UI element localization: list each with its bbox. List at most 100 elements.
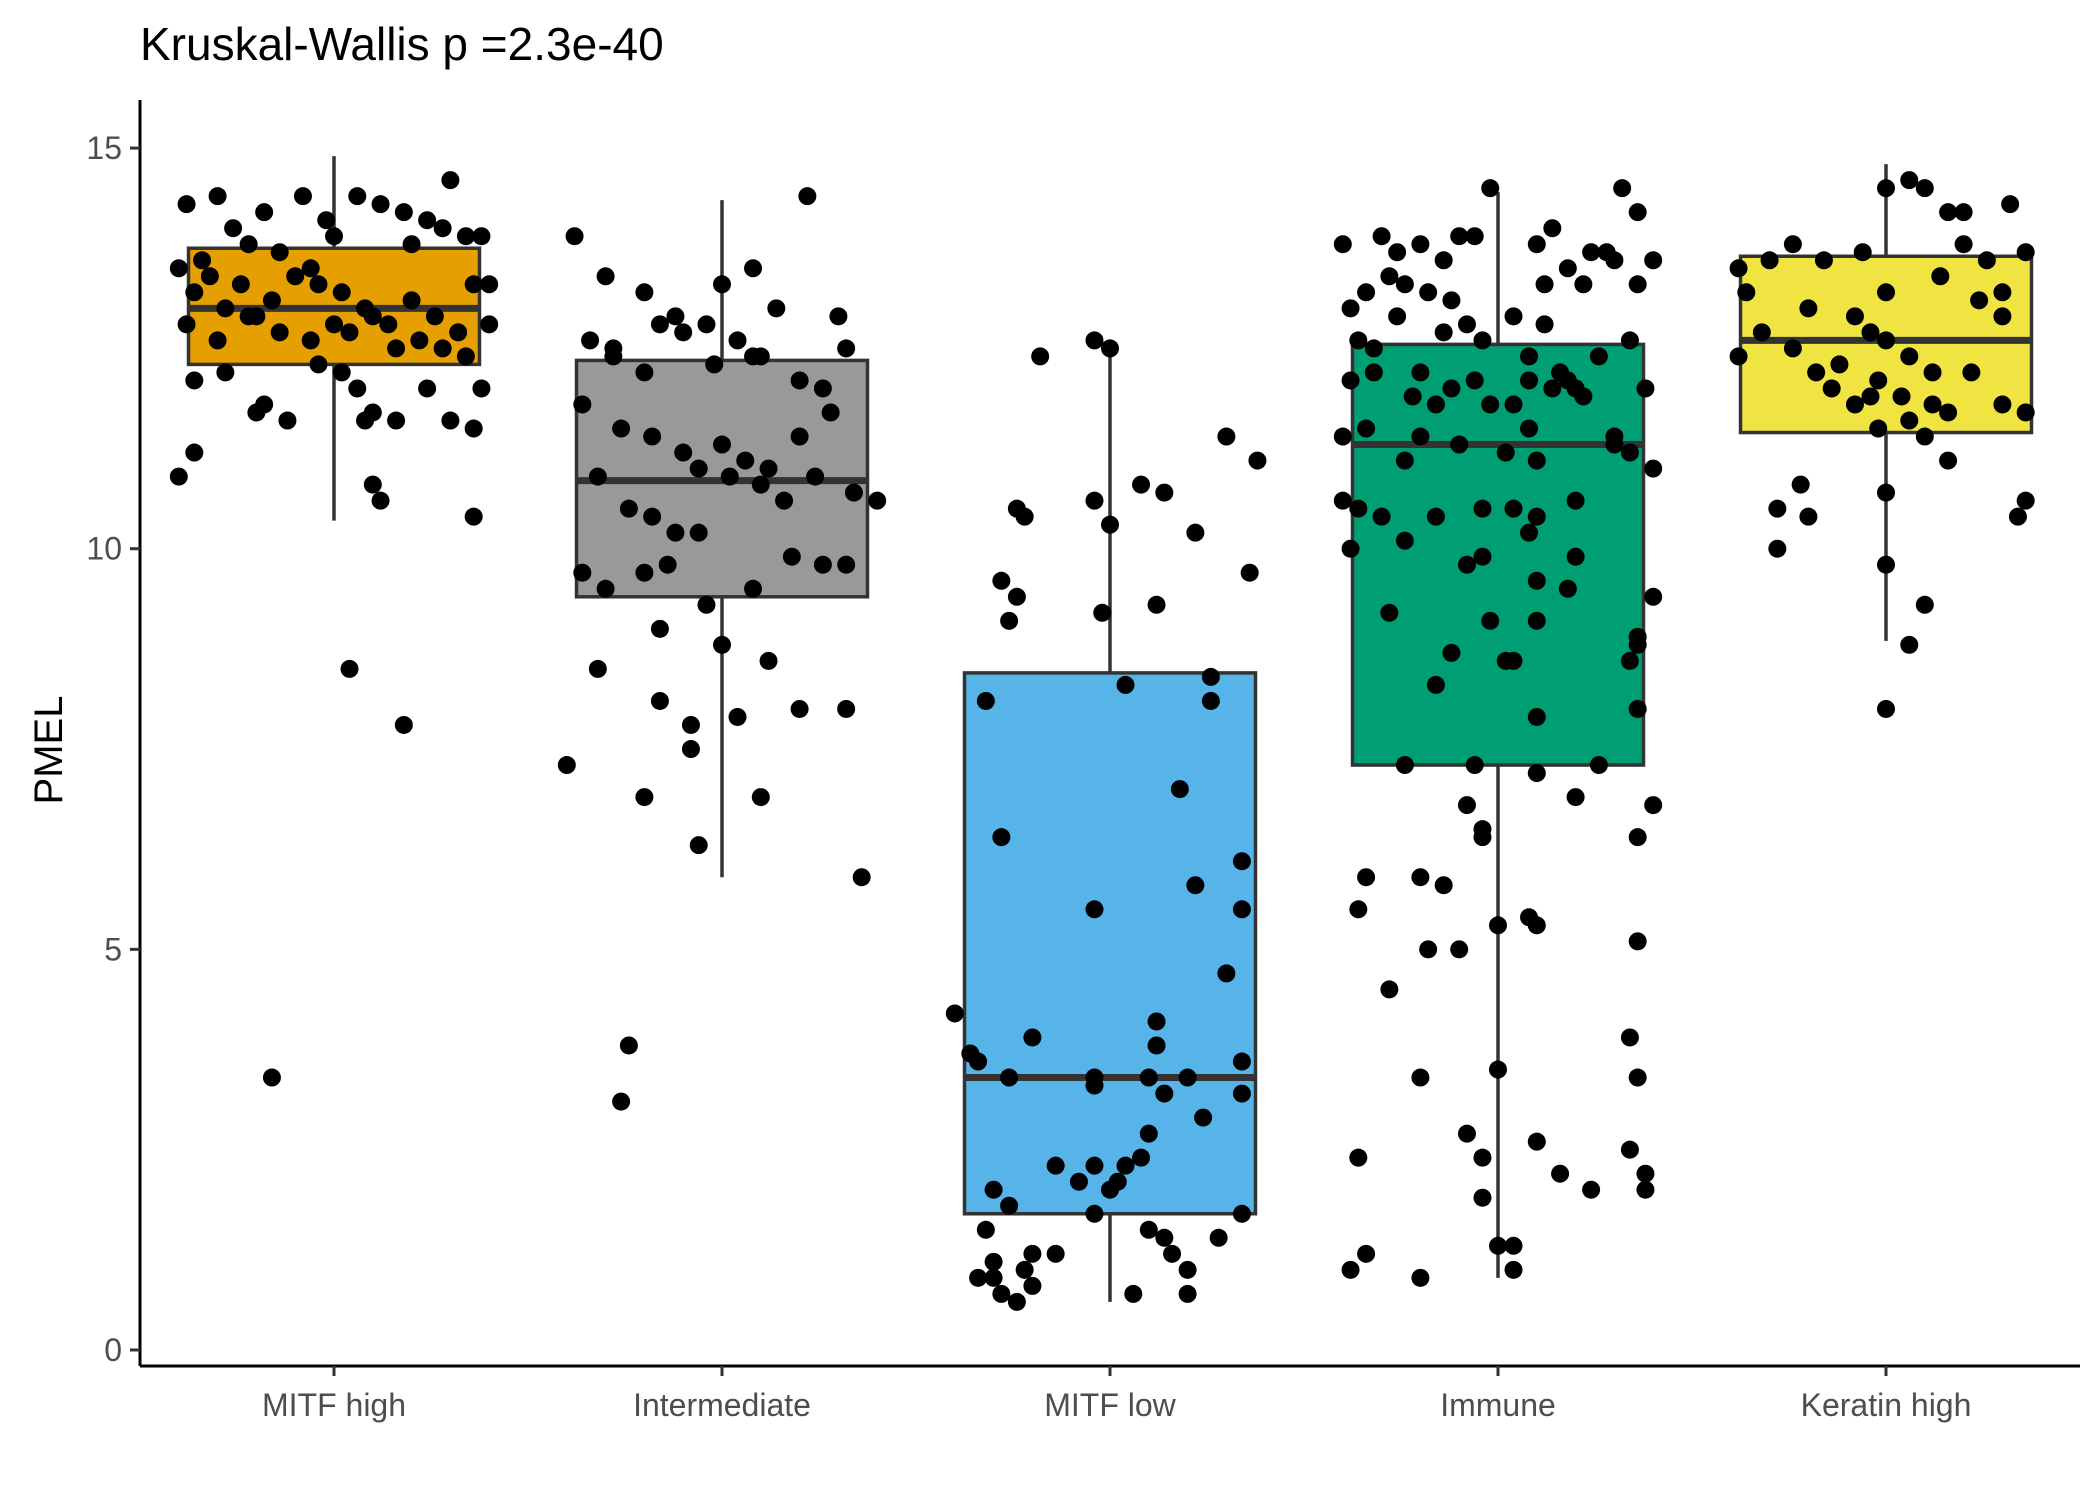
data-point (681, 740, 700, 759)
data-point (565, 227, 584, 246)
data-point (1566, 788, 1585, 807)
data-point (1015, 1260, 1034, 1279)
data-point (270, 243, 289, 262)
data-point (1186, 523, 1205, 542)
data-point (1527, 235, 1546, 254)
data-point (1628, 828, 1647, 847)
data-point (619, 499, 638, 518)
data-point (1558, 371, 1577, 390)
data-point (332, 283, 351, 302)
data-point (1644, 587, 1663, 606)
data-point (813, 555, 832, 574)
data-point (1411, 1068, 1430, 1087)
data-point (1232, 1204, 1251, 1223)
data-point (1163, 1244, 1182, 1263)
data-point (1628, 275, 1647, 294)
data-point (1760, 251, 1779, 270)
data-point (1434, 323, 1453, 342)
data-point (1069, 1172, 1088, 1191)
data-point (1139, 1068, 1158, 1087)
data-point (581, 331, 600, 350)
data-point (674, 443, 693, 462)
data-point (1807, 363, 1826, 382)
data-point (790, 427, 809, 446)
data-point (1046, 1244, 1065, 1263)
data-point (658, 555, 677, 574)
data-point (1155, 1084, 1174, 1103)
data-point (1993, 395, 2012, 414)
data-point (666, 523, 685, 542)
data-point (1869, 419, 1888, 438)
data-point (1504, 499, 1523, 518)
data-point (596, 267, 615, 286)
data-point (1349, 1148, 1368, 1167)
data-point (1240, 563, 1259, 582)
data-point (1861, 323, 1880, 342)
data-point (790, 699, 809, 718)
data-point (1970, 291, 1989, 310)
data-point (208, 331, 227, 350)
data-point (1628, 203, 1647, 222)
data-point (1527, 764, 1546, 783)
data-point (1877, 179, 1895, 198)
data-point (984, 1268, 1003, 1287)
data-point (759, 651, 778, 670)
data-point (992, 828, 1011, 847)
data-point (1481, 395, 1500, 414)
box (1350, 342, 1646, 767)
data-point (1411, 868, 1430, 887)
data-point (255, 203, 274, 222)
data-point (247, 403, 266, 422)
data-point (464, 507, 483, 526)
data-point (1543, 219, 1562, 238)
data-point (1085, 1076, 1104, 1095)
data-point (309, 355, 328, 374)
data-point (1450, 435, 1469, 454)
x-tick-label: MITF high (262, 1387, 406, 1423)
data-point (1620, 651, 1639, 670)
data-point (1007, 1292, 1026, 1311)
data-point (1139, 1124, 1158, 1143)
data-point (1000, 1068, 1019, 1087)
data-point (1644, 796, 1663, 815)
box-group-1 (574, 200, 870, 878)
data-point (844, 483, 863, 502)
data-point (1473, 331, 1492, 350)
data-point (681, 715, 700, 734)
data-point (1357, 419, 1376, 438)
data-point (1527, 451, 1546, 470)
data-point (472, 227, 491, 246)
y-tick-label: 0 (104, 1332, 122, 1368)
data-point (1892, 387, 1911, 406)
data-point (650, 691, 669, 710)
data-point (1372, 227, 1391, 246)
data-point (1915, 179, 1934, 198)
data-point (425, 307, 444, 326)
data-point (1877, 699, 1895, 718)
data-point (798, 187, 817, 206)
data-point (472, 379, 491, 398)
data-point (1628, 932, 1647, 951)
data-point (1341, 1260, 1360, 1279)
data-point (1628, 699, 1647, 718)
data-point (456, 227, 475, 246)
data-point (573, 563, 592, 582)
data-point (650, 619, 669, 638)
data-point (1139, 1220, 1158, 1239)
data-point (992, 1284, 1011, 1303)
data-point (744, 259, 763, 278)
data-point (1520, 419, 1539, 438)
data-point (1357, 283, 1376, 302)
data-point (216, 363, 235, 382)
data-point (713, 435, 731, 454)
data-point (1923, 363, 1942, 382)
data-point (340, 323, 359, 342)
data-point (1450, 227, 1469, 246)
data-point (759, 459, 778, 478)
data-point (969, 1052, 988, 1071)
data-point (635, 283, 654, 302)
data-point (1954, 203, 1973, 222)
data-point (418, 379, 437, 398)
data-point (1620, 443, 1639, 462)
data-point (1108, 1172, 1127, 1191)
